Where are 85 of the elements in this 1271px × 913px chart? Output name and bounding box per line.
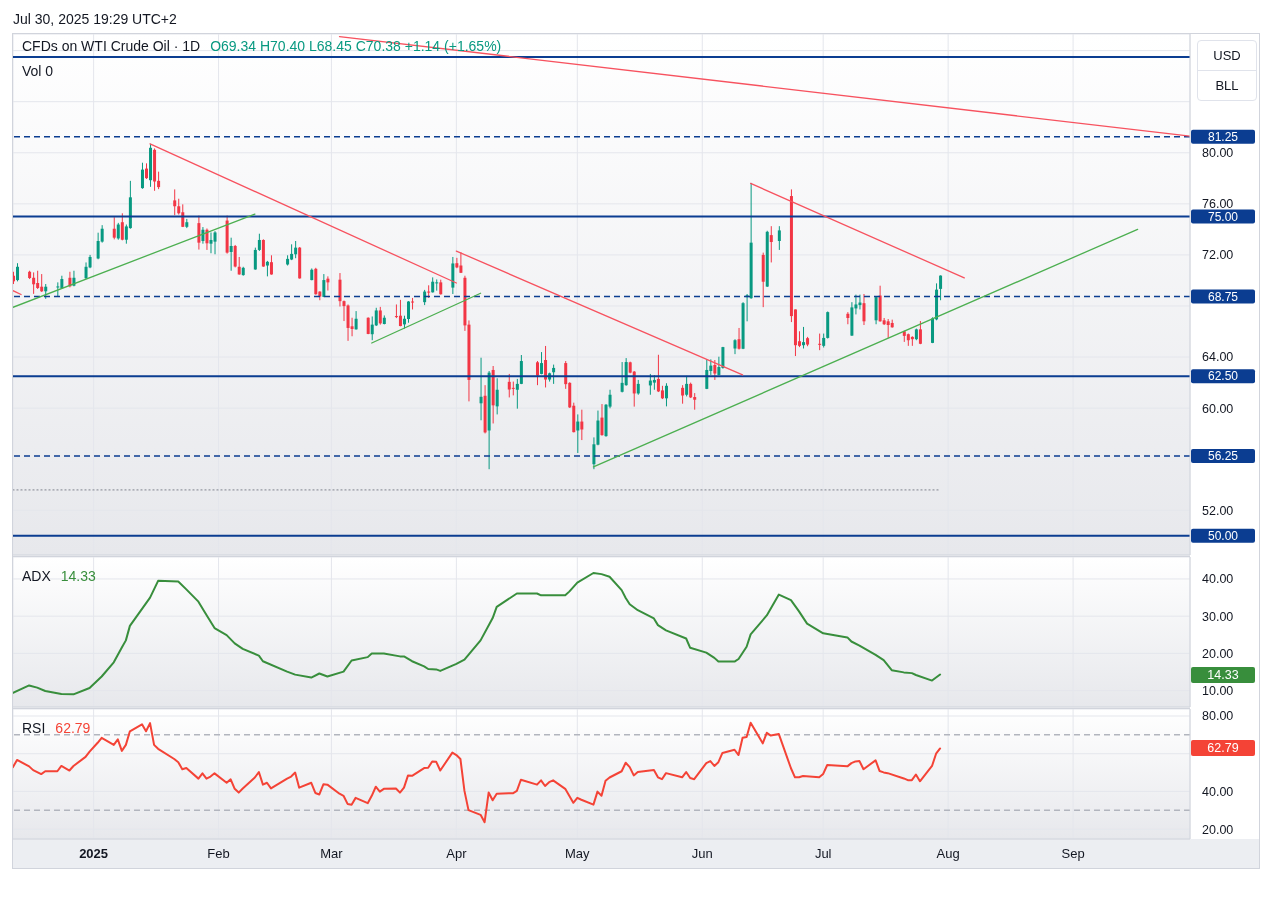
text: 14.33 <box>1207 667 1239 682</box>
y-tick-label: 20.00 <box>1202 822 1234 837</box>
candlestick <box>209 231 213 254</box>
y-tick-label: 30.00 <box>1202 609 1234 624</box>
annotation: Vol 0 <box>22 63 54 79</box>
candlestick <box>495 377 499 415</box>
candlestick <box>846 311 850 325</box>
candlestick <box>544 345 548 388</box>
candlestick <box>620 361 624 393</box>
y-tick-label: 72.00 <box>1202 248 1234 263</box>
candlestick <box>737 327 741 351</box>
candlestick <box>874 296 878 325</box>
y-tick-label: 80.00 <box>1202 146 1234 161</box>
y-tick-label: 76.00 <box>1202 197 1234 212</box>
ref-line-label: 68.75 <box>1207 289 1239 304</box>
candlestick <box>253 247 257 271</box>
candlestick <box>374 307 378 327</box>
candlestick <box>600 403 604 437</box>
unit-box: USD BLL <box>1197 40 1257 101</box>
candlestick <box>229 237 233 272</box>
y-tick-label: 20.00 <box>1202 646 1234 661</box>
x-tick-label: Aug <box>936 846 960 862</box>
candlestick <box>96 232 100 260</box>
x-tick-label: 2025 <box>79 846 109 862</box>
candlestick <box>479 357 483 421</box>
candlestick <box>407 300 411 324</box>
candlestick <box>16 262 20 282</box>
text: RSI <box>22 720 46 737</box>
x-tick-label: Sep <box>1061 846 1085 862</box>
y-tick-label: 52.00 <box>1202 503 1234 518</box>
candlestick <box>507 373 511 398</box>
y-tick-label: 10.00 <box>1202 684 1234 698</box>
candlestick <box>862 293 866 326</box>
line-series <box>13 572 942 696</box>
candlestick <box>939 274 943 301</box>
x-tick-label: May <box>565 846 591 862</box>
candlestick <box>681 384 685 405</box>
text: ADX <box>22 568 51 585</box>
y-tick-label: 40.00 <box>1202 784 1234 799</box>
candlestick <box>370 315 374 341</box>
y-tick-label: 60.00 <box>1202 401 1234 416</box>
candlestick <box>338 272 342 307</box>
candlestick <box>346 303 350 342</box>
candlestick <box>36 270 40 290</box>
ref-line-label: 56.25 <box>1207 449 1239 464</box>
candlestick <box>435 278 439 292</box>
candlestick <box>213 230 217 255</box>
candlestick <box>269 254 273 276</box>
y-tick-label: 64.00 <box>1202 350 1234 365</box>
candlestick <box>802 326 806 350</box>
chart-title: CFDs on WTI Crude Oil · 1D <box>22 38 201 55</box>
y-tick-label: 80.00 <box>1202 709 1234 724</box>
candlestick <box>777 225 781 251</box>
candlestick <box>769 225 773 263</box>
candlestick <box>685 375 689 397</box>
candlestick <box>140 162 144 190</box>
candlestick <box>664 382 668 407</box>
candlestick <box>552 364 556 385</box>
x-tick-label: Jul <box>814 846 832 862</box>
annotation: 62.79 <box>55 720 91 737</box>
line-series <box>13 721 942 824</box>
candlestick <box>515 378 519 410</box>
candlestick <box>535 360 539 386</box>
candlestick <box>411 297 415 310</box>
annotation: 14.33 <box>60 568 96 585</box>
candlestick <box>886 318 890 339</box>
ref-line-label: 75.00 <box>1207 209 1239 224</box>
x-tick-label: Jun <box>691 846 713 862</box>
candlestick <box>120 212 124 241</box>
text: 62.79 <box>1207 741 1239 756</box>
candlestick <box>455 257 459 269</box>
x-tick-label: Feb <box>207 846 230 862</box>
candlestick <box>173 188 177 216</box>
candlestick <box>112 216 116 240</box>
candlestick <box>713 359 717 381</box>
ref-line-label: 50.00 <box>1207 529 1239 544</box>
chart-subtitle: Jul 30, 2025 19:29 UTC+2 <box>13 11 177 27</box>
ref-line-label: 62.50 <box>1207 369 1239 384</box>
candlestick <box>32 271 36 295</box>
x-tick-label: Mar <box>320 846 344 862</box>
y-tick-label: 40.00 <box>1202 572 1234 587</box>
ref-line-label: 81.25 <box>1207 130 1239 144</box>
x-tick-label: Apr <box>446 846 468 862</box>
candlestick <box>354 310 358 331</box>
candlestick <box>398 299 402 327</box>
